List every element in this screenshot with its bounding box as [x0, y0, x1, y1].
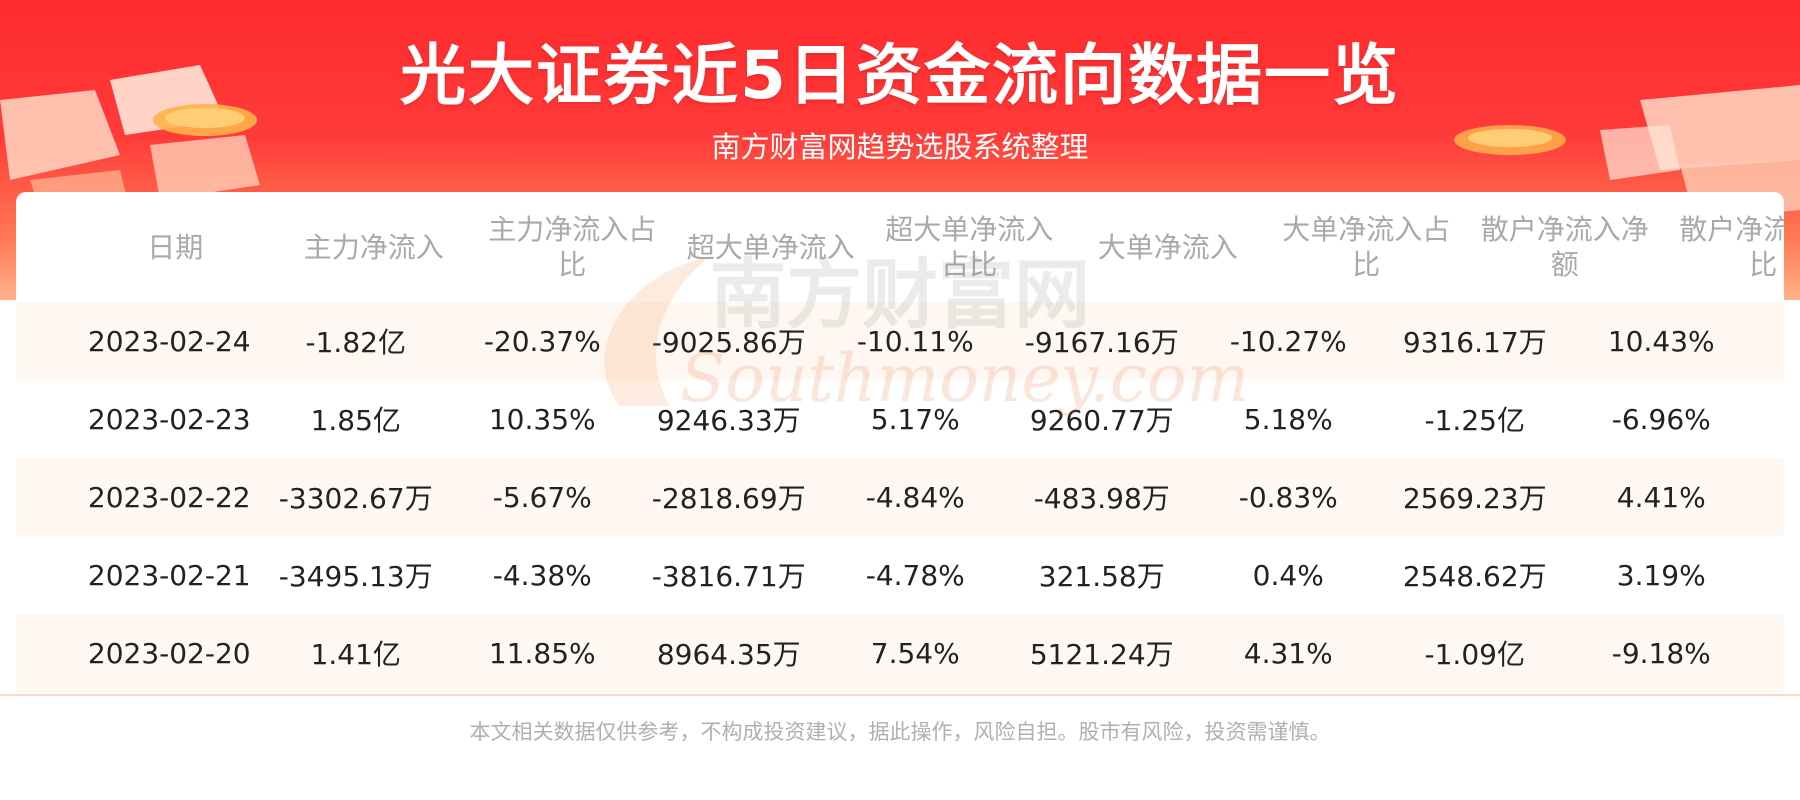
column-header-date: 日期	[147, 230, 204, 264]
table-row: 2023-02-21 -3495.13万 -4.38% -3816.71万 -4…	[16, 536, 1784, 614]
cell-main-ratio: -5.67%	[492, 480, 592, 514]
decorative-coin-right-icon	[1454, 125, 1566, 155]
column-header-xlarge-inflow: 超大单净流入	[686, 230, 855, 264]
cell-large-ratio: -0.83%	[1238, 480, 1338, 514]
cell-main-inflow: -1.82亿	[305, 326, 406, 359]
cell-main-inflow: -3302.67万	[278, 482, 433, 515]
cell-main-ratio: 11.85%	[488, 636, 596, 670]
footer-divider	[0, 694, 1800, 696]
cell-xlarge-ratio: -4.78%	[865, 558, 965, 592]
column-header-large-ratio: 大单净流入占比	[1282, 213, 1451, 281]
cell-large-inflow: -483.98万	[1033, 482, 1170, 515]
cell-xlarge-ratio: 7.54%	[870, 636, 960, 670]
cell-large-inflow: 5121.24万	[1029, 638, 1174, 671]
cell-retail-ratio: -6.96%	[1611, 402, 1711, 436]
cell-date: 2023-02-22	[87, 480, 251, 514]
cell-xlarge-ratio: 5.17%	[870, 402, 960, 436]
cell-xlarge-inflow: -2818.69万	[651, 482, 806, 515]
column-header-retail-inflow: 散户净流入净额	[1480, 213, 1649, 281]
cell-xlarge-ratio: -4.84%	[865, 480, 965, 514]
cell-xlarge-inflow: 9246.33万	[656, 404, 801, 437]
cell-large-inflow: 9260.77万	[1029, 404, 1174, 437]
cell-retail-inflow: 2569.23万	[1402, 482, 1547, 515]
column-header-xlarge-ratio: 超大单净流入占比	[885, 213, 1054, 281]
cell-date: 2023-02-21	[87, 558, 251, 592]
cell-retail-ratio: 10.43%	[1607, 324, 1715, 358]
cell-xlarge-ratio: -10.11%	[856, 324, 974, 358]
table-row: 2023-02-23 1.85亿 10.35% 9246.33万 5.17% 9…	[16, 380, 1784, 458]
cell-large-ratio: 5.18%	[1243, 402, 1333, 436]
column-header-main-inflow: 主力净流入	[303, 230, 444, 264]
cell-large-inflow: -9167.16万	[1024, 326, 1179, 359]
page-title: 光大证券近5日资金流向数据一览	[400, 37, 1400, 114]
cell-main-inflow: 1.85亿	[310, 404, 401, 437]
cell-retail-inflow: -1.09亿	[1424, 638, 1525, 671]
cell-large-ratio: 0.4%	[1252, 558, 1324, 592]
cell-main-inflow: 1.41亿	[310, 638, 401, 671]
column-header-large-inflow: 大单净流入	[1097, 230, 1238, 264]
cell-main-inflow: -3495.13万	[278, 560, 433, 593]
table-header: 日期 主力净流入 主力净流入占比 超大单净流入 超大单净流入占比 大单净流入 大…	[16, 192, 1784, 302]
cell-xlarge-inflow: 8964.35万	[656, 638, 801, 671]
cell-retail-inflow: 2548.62万	[1402, 560, 1547, 593]
cell-retail-ratio: 3.19%	[1616, 558, 1706, 592]
table-row: 2023-02-22 -3302.67万 -5.67% -2818.69万 -4…	[16, 458, 1784, 536]
cell-xlarge-inflow: -3816.71万	[651, 560, 806, 593]
cell-date: 2023-02-24	[87, 324, 251, 358]
table-row: 2023-02-20 1.41亿 11.85% 8964.35万 7.54% 5…	[16, 614, 1784, 692]
cell-main-ratio: 10.35%	[488, 402, 596, 436]
decorative-coin-left-icon	[153, 104, 257, 136]
cell-large-inflow: 321.58万	[1038, 560, 1165, 593]
data-table-card: 日期 主力净流入 主力净流入占比 超大单净流入 超大单净流入占比 大单净流入 大…	[16, 192, 1784, 697]
cell-xlarge-inflow: -9025.86万	[651, 326, 806, 359]
table-row: 2023-02-24 -1.82亿 -20.37% -9025.86万 -10.…	[16, 302, 1784, 380]
cell-main-ratio: -20.37%	[483, 324, 601, 358]
cell-retail-ratio: -9.18%	[1611, 636, 1711, 670]
cell-date: 2023-02-20	[87, 636, 251, 670]
cell-large-ratio: 4.31%	[1243, 636, 1333, 670]
cell-retail-inflow: -1.25亿	[1424, 404, 1525, 437]
cell-large-ratio: -10.27%	[1229, 324, 1347, 358]
cell-retail-ratio: 4.41%	[1616, 480, 1706, 514]
column-header-retail-ratio: 散户净流入占比	[1679, 213, 1784, 281]
cell-main-ratio: -4.38%	[492, 558, 592, 592]
disclaimer-text: 本文相关数据仅供参考，不构成投资建议，据此操作，风险自担。股市有风险，投资需谨慎…	[469, 720, 1331, 744]
cell-date: 2023-02-23	[87, 402, 251, 436]
cell-retail-inflow: 9316.17万	[1402, 326, 1547, 359]
page-subtitle: 南方财富网趋势选股系统整理	[711, 130, 1089, 164]
column-header-main-ratio: 主力净流入占比	[488, 213, 657, 281]
